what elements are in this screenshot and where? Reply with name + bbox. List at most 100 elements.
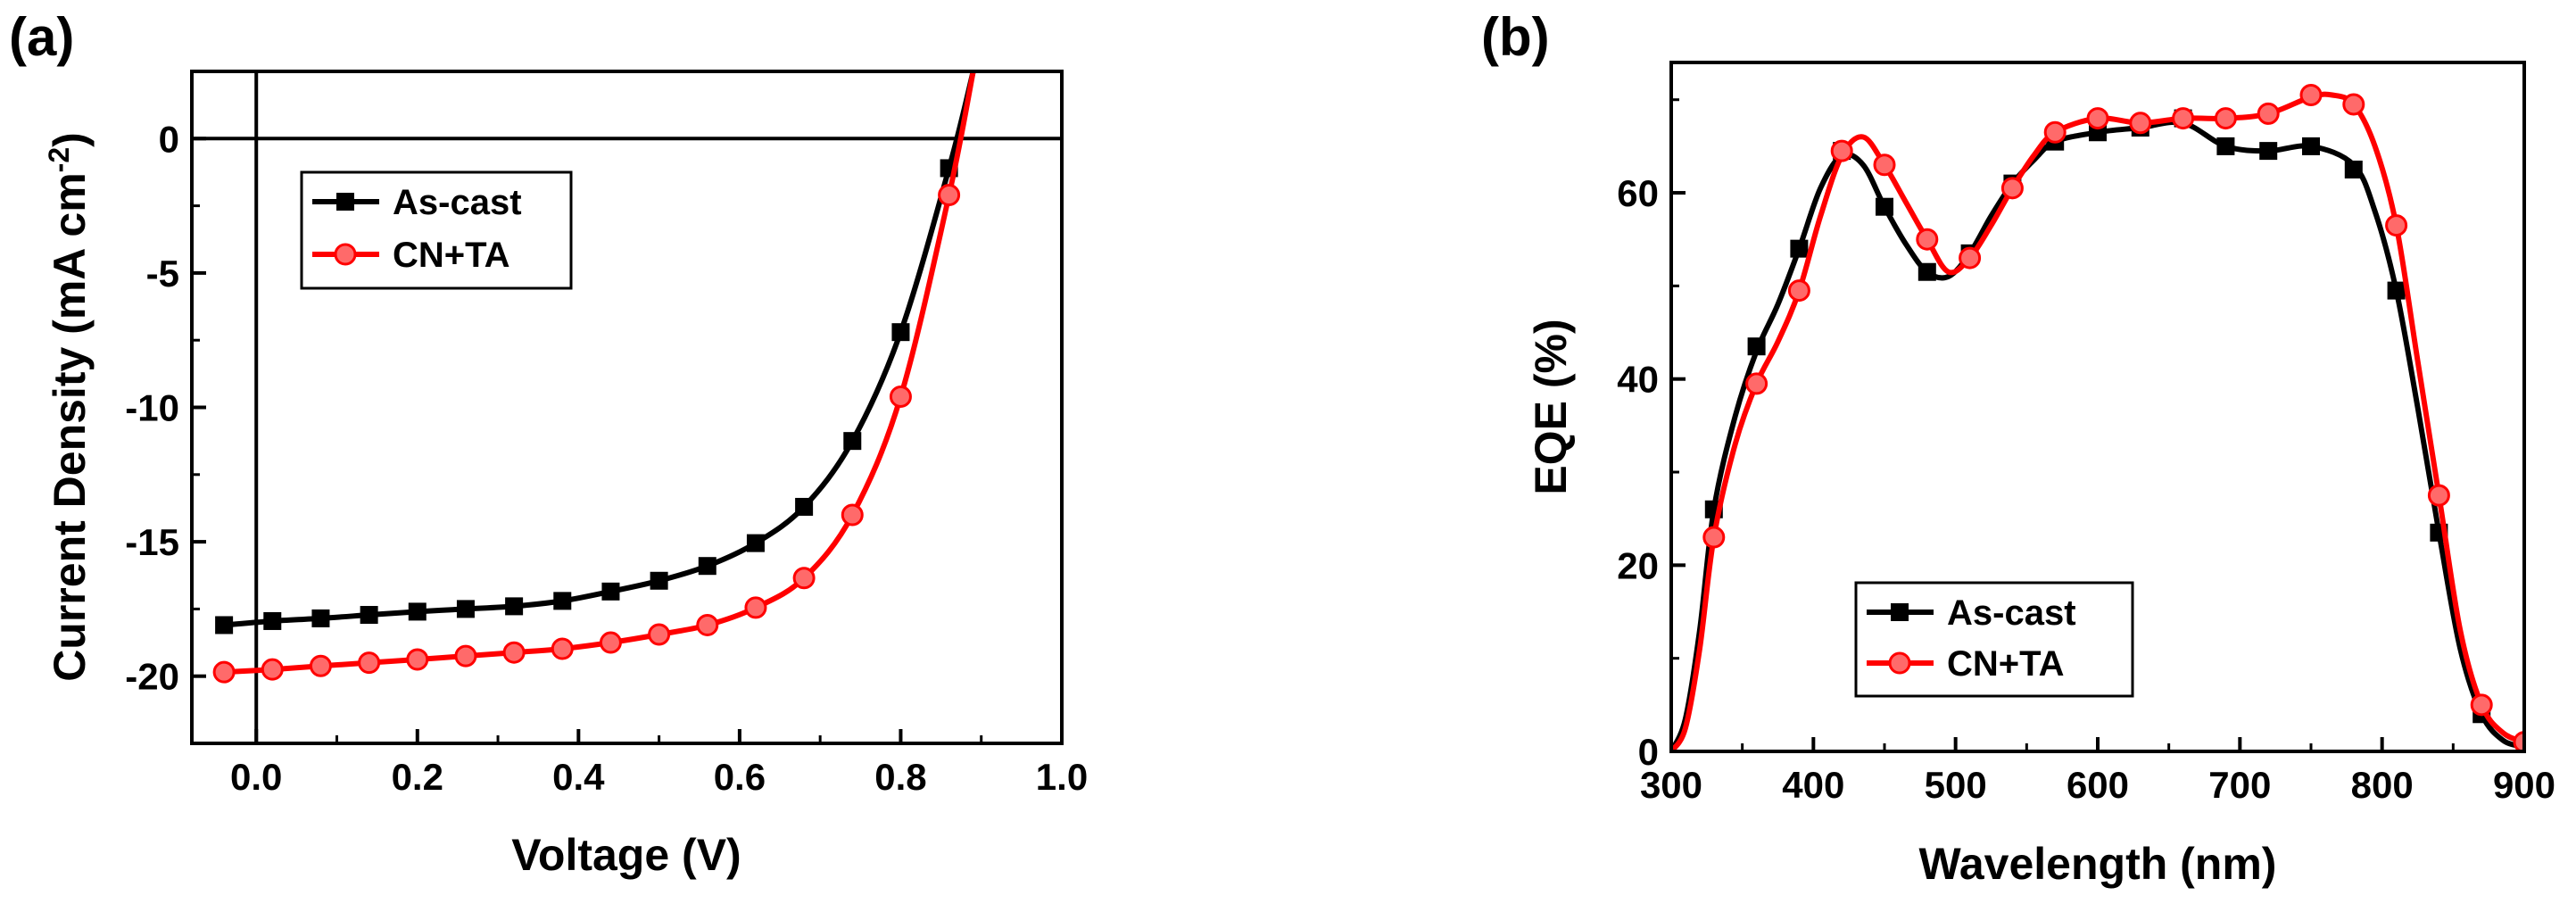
data-point (309, 654, 332, 677)
panel-a-y-axis-title-close: ) (45, 132, 95, 147)
x-tick-label: 0.2 (392, 756, 443, 798)
y-tick-label: -5 (146, 253, 179, 294)
x-tick-label: 1.0 (1036, 756, 1088, 798)
x-tick-label: 900 (2493, 764, 2555, 806)
data-point (2214, 107, 2237, 130)
x-tick-label: 500 (1925, 764, 1987, 806)
data-point (1830, 139, 1853, 162)
x-tick-label: 0.0 (230, 756, 282, 798)
panel-a-y-axis-title-main: Current Density (mA cm (45, 172, 95, 681)
data-point (2257, 102, 2280, 125)
panel-b-y-ticks: 0 20 40 60 (1617, 98, 1686, 773)
panel-a-legend-box (300, 170, 573, 290)
data-point (2387, 281, 2406, 300)
panel-a-y-axis-title-sup: -2 (43, 147, 75, 172)
panel-b-y-axis-title: EQE (%) (1526, 319, 1576, 494)
panel-b-legend-marker-as-cast (1891, 603, 1909, 621)
series-line-as-cast (223, 71, 976, 628)
data-point (358, 651, 381, 675)
panel-a-y-ticks: 0 -5 -10 -15 -20 (125, 70, 206, 745)
data-point (795, 497, 814, 516)
y-tick-label: -10 (125, 387, 179, 429)
data-point (746, 534, 765, 552)
panel-a-legend-marker-cn-ta (334, 243, 357, 266)
data-point (843, 432, 862, 451)
data-point (311, 609, 330, 627)
data-point (696, 613, 719, 636)
x-tick-label: 0.8 (874, 756, 926, 798)
data-point (1747, 337, 1766, 356)
panel-b-x-ticks: 300 400 500 600 700 800 900 (1640, 737, 2555, 806)
y-tick-label: 0 (1638, 731, 1659, 773)
panel-a-y-axis-title: Current Density (mA cm-2) (43, 132, 95, 682)
data-point (1916, 228, 1939, 251)
panel-b-legend-label-cn-ta: CN+TA (1947, 644, 2064, 684)
panel-b-plot-area (1671, 84, 2524, 751)
panel-b-x-axis-title: Wavelength (nm) (1919, 839, 2277, 889)
data-point (2513, 731, 2524, 751)
panel-b: (b) 300 400 500 600 700 800 900 0 20 40 60 Wavele… (1481, 7, 2555, 889)
data-point (1959, 246, 1982, 270)
data-point (2342, 93, 2365, 116)
data-point (2302, 137, 2320, 155)
data-point (599, 631, 622, 654)
data-point (1787, 279, 1810, 303)
data-point (2172, 107, 2195, 130)
data-point (938, 184, 961, 207)
panel-a-label: (a) (9, 7, 74, 67)
x-tick-label: 400 (1782, 764, 1844, 806)
y-tick-label: 0 (159, 118, 179, 160)
data-point (2299, 84, 2323, 107)
data-point (2385, 214, 2408, 237)
data-point (406, 648, 429, 671)
panel-a-x-ticks: 0.0 0.2 0.4 0.6 0.8 1.0 (230, 729, 1088, 798)
data-point (360, 606, 378, 625)
data-point (891, 323, 910, 342)
panel-b-label: (b) (1481, 7, 1550, 67)
x-tick-label: 0.6 (714, 756, 766, 798)
panel-b-legend-box (1854, 581, 2134, 698)
data-point (2086, 107, 2109, 130)
data-point (2216, 137, 2235, 155)
x-tick-label: 0.4 (552, 756, 605, 798)
data-point (648, 623, 671, 646)
series-line-cn-ta (1671, 91, 2524, 751)
data-point (792, 567, 816, 590)
data-point (601, 582, 620, 601)
panel-b-legend: As-cast CN+TA (1854, 581, 2134, 698)
data-point (1745, 372, 1768, 395)
y-tick-label: -15 (125, 521, 179, 563)
panel-a-x-axis-title: Voltage (V) (511, 830, 741, 880)
panel-a: (a) 0.0 0.2 0.4 0.6 0.8 1.0 0 -5 -10 -15 -20 Volt… (9, 7, 1088, 880)
data-point (1702, 526, 1726, 549)
data-point (505, 597, 524, 616)
panel-a-legend-marker-as-cast (336, 193, 354, 211)
data-point (2259, 142, 2278, 161)
x-tick-label: 800 (2351, 764, 2414, 806)
data-point (454, 644, 477, 668)
data-point (2043, 120, 2067, 144)
data-point (1876, 197, 1893, 216)
data-point (698, 557, 716, 576)
data-point (841, 503, 864, 527)
y-tick-label: 40 (1617, 359, 1659, 401)
data-point (1790, 239, 1809, 258)
panel-a-legend: As-cast CN+TA (300, 170, 573, 290)
data-point (456, 600, 475, 618)
panel-a-legend-label-cn-ta: CN+TA (393, 236, 509, 275)
data-point (2129, 112, 2152, 135)
panel-b-legend-marker-cn-ta (1888, 651, 1911, 675)
y-tick-label: -20 (125, 656, 179, 698)
data-point (261, 658, 284, 681)
data-point (215, 616, 234, 634)
data-point (1873, 153, 1896, 177)
x-tick-label: 600 (2067, 764, 2129, 806)
panel-a-legend-label-as-cast: As-cast (393, 183, 522, 222)
data-point (212, 660, 236, 684)
data-point (744, 596, 767, 619)
panel-b-legend-label-as-cast: As-cast (1947, 593, 2076, 633)
data-point (650, 571, 668, 590)
data-point (263, 611, 282, 630)
data-point (1918, 262, 1936, 281)
y-tick-label: 60 (1617, 172, 1659, 214)
